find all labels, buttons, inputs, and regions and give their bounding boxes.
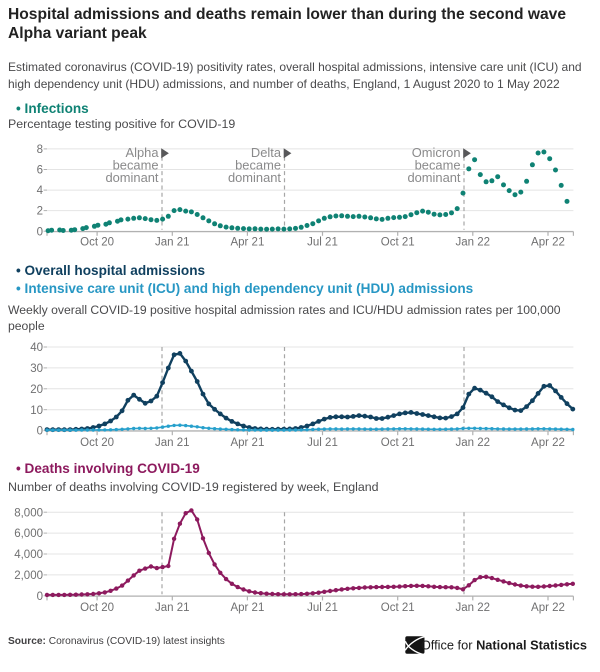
svg-text:Jul 21: Jul 21 — [307, 237, 338, 249]
svg-text:Jul 21: Jul 21 — [307, 437, 338, 449]
svg-text:Omicron: Omicron — [412, 145, 461, 160]
svg-text:dominant: dominant — [228, 170, 281, 185]
svg-text:2: 2 — [37, 206, 43, 218]
svg-text:30: 30 — [30, 363, 43, 375]
svg-text:Apr 22: Apr 22 — [531, 237, 565, 249]
svg-text:0: 0 — [37, 226, 43, 238]
svg-text:became: became — [235, 158, 281, 173]
svg-text:Oct 21: Oct 21 — [381, 602, 415, 614]
svg-text:Alpha: Alpha — [126, 145, 160, 160]
svg-text:40: 40 — [30, 342, 43, 354]
svg-text:Jul 21: Jul 21 — [307, 602, 338, 614]
svg-text:dominant: dominant — [105, 170, 158, 185]
svg-text:0: 0 — [37, 591, 43, 603]
svg-text:Jan 21: Jan 21 — [155, 437, 190, 449]
svg-text:Jan 21: Jan 21 — [155, 602, 190, 614]
svg-text:2,000: 2,000 — [14, 570, 43, 582]
svg-text:0: 0 — [37, 426, 43, 438]
svg-text:Apr 22: Apr 22 — [531, 437, 565, 449]
svg-text:Oct 21: Oct 21 — [381, 437, 415, 449]
svg-text:dominant: dominant — [407, 170, 460, 185]
svg-text:Jan 22: Jan 22 — [456, 437, 491, 449]
svg-text:Oct 20: Oct 20 — [80, 602, 114, 614]
svg-text:Jan 22: Jan 22 — [456, 237, 491, 249]
svg-text:Oct 20: Oct 20 — [80, 237, 114, 249]
svg-text:Jan 22: Jan 22 — [456, 602, 491, 614]
svg-text:became: became — [113, 158, 159, 173]
svg-text:Delta: Delta — [251, 145, 282, 160]
svg-text:Apr 22: Apr 22 — [531, 602, 565, 614]
svg-text:Oct 20: Oct 20 — [80, 437, 114, 449]
svg-text:6,000: 6,000 — [14, 528, 43, 540]
svg-text:6: 6 — [37, 165, 43, 177]
svg-text:8: 8 — [37, 144, 43, 156]
svg-text:4,000: 4,000 — [14, 549, 43, 561]
svg-text:Jan 21: Jan 21 — [155, 237, 190, 249]
svg-text:Apr 21: Apr 21 — [230, 237, 264, 249]
svg-text:8,000: 8,000 — [14, 507, 43, 519]
svg-text:became: became — [415, 158, 461, 173]
svg-text:Oct 21: Oct 21 — [381, 237, 415, 249]
svg-text:Apr 21: Apr 21 — [230, 602, 264, 614]
svg-text:20: 20 — [30, 384, 43, 396]
svg-text:Apr 21: Apr 21 — [230, 437, 264, 449]
svg-text:4: 4 — [37, 185, 44, 197]
svg-text:Office for National Statistics: Office for National Statistics — [421, 638, 587, 653]
svg-text:10: 10 — [30, 405, 43, 417]
